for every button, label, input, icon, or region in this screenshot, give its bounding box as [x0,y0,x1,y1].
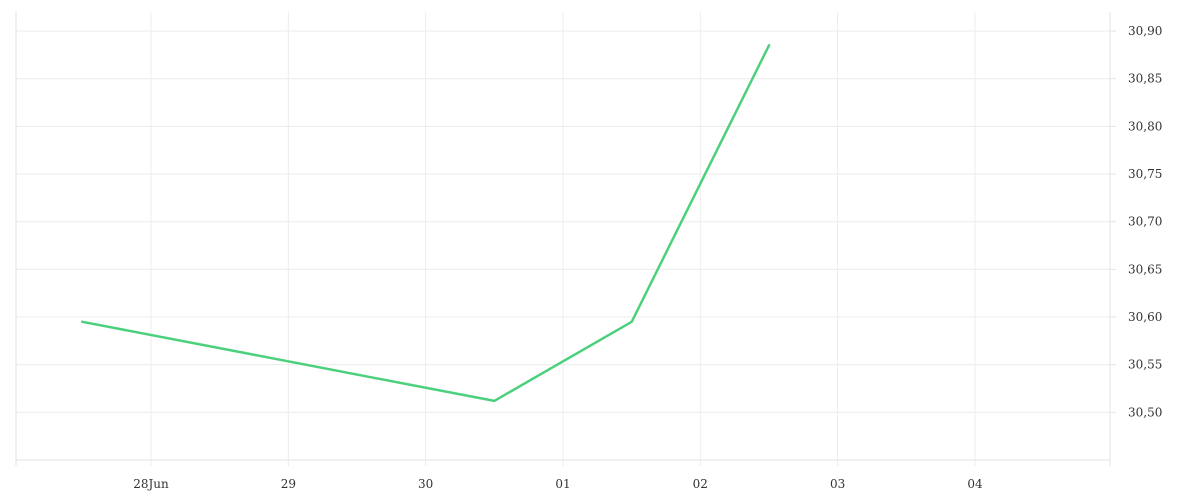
x-tick-label: 04 [967,477,983,491]
y-axis-tick-labels: 30,50 30,55 30,60 30,65 30,70 30,75 30,80 30,85… [1128,24,1162,419]
data-point [767,44,771,47]
y-tick-label: 30,80 [1128,119,1162,133]
x-tick-label: 30 [418,477,433,491]
x-tick-label: 29 [281,477,296,491]
x-tick-label: 03 [830,477,845,491]
y-tick-label: 30,90 [1128,24,1162,38]
data-point [81,320,84,323]
x-tick-label: 28Jun [133,477,169,491]
y-tick-label: 30,60 [1128,310,1162,324]
grid-lines [16,12,1110,466]
axes [15,12,1116,466]
y-tick-label: 30,50 [1128,405,1162,419]
data-point [493,399,496,403]
series-line [81,44,771,403]
x-tick-label: 01 [555,477,570,491]
x-axis-tick-labels: 28Jun 29 30 01 02 03 04 [133,477,983,491]
y-tick-label: 30,75 [1128,167,1162,181]
y-tick-label: 30,70 [1128,215,1162,229]
y-tick-label: 30,65 [1128,262,1162,276]
y-tick-label: 30,55 [1128,358,1162,372]
data-point [630,320,633,323]
y-tick-label: 30,85 [1128,72,1162,86]
x-tick-label: 02 [693,477,708,491]
series-layer [81,44,771,403]
